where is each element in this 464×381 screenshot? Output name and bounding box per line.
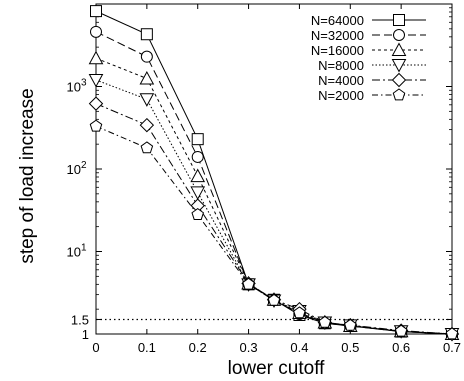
y-axis-label: step of load increase: [17, 88, 38, 263]
legend-marker: [391, 72, 407, 88]
y-tick-exponent: 3: [81, 78, 87, 89]
x-tick-label: 0.6: [392, 340, 410, 355]
x-tick-label: 0.3: [240, 340, 258, 355]
data-point: [191, 207, 205, 220]
legend-label: N=16000: [311, 43, 364, 58]
data-point: [191, 150, 204, 163]
data-point: [139, 93, 155, 107]
y-tick-label: 10: [67, 80, 81, 95]
data-point: [88, 96, 104, 111]
x-axis-label: lower cutoff: [228, 358, 326, 379]
legend-item: N=64000: [311, 13, 426, 28]
legend-marker: [393, 29, 405, 41]
legend-label: N=8000: [318, 58, 364, 73]
data-point: [190, 168, 206, 183]
legend-item: N=8000: [318, 58, 426, 73]
x-tick-label: 0.5: [341, 340, 359, 355]
y-tick-label: 10: [67, 162, 81, 177]
data-point: [343, 318, 357, 331]
data-point: [293, 306, 306, 319]
y-tick-label: 1: [82, 327, 89, 342]
legend-marker: [391, 59, 407, 73]
series-N=2000: [89, 119, 459, 340]
legend-item: N=4000: [318, 72, 426, 88]
legend-marker: [391, 42, 407, 56]
legend-label: N=4000: [318, 73, 364, 88]
legend-item: N=32000: [311, 28, 426, 43]
x-tick-label: 0: [92, 340, 99, 355]
y-tick-exponent: 1: [81, 243, 87, 254]
legend-label: N=64000: [311, 13, 364, 28]
x-tick-label: 0.4: [290, 340, 308, 355]
legend-marker: [392, 88, 406, 101]
series-line: [95, 79, 453, 335]
data-point: [139, 70, 155, 85]
legend-marker: [393, 14, 405, 26]
series-layer: [88, 5, 460, 342]
series-line: [95, 103, 453, 335]
y-tick-exponent: 2: [81, 160, 87, 171]
data-point: [140, 141, 154, 154]
data-point: [242, 277, 255, 290]
legend-item: N=16000: [311, 42, 426, 58]
series-line: [95, 31, 453, 335]
data-point: [318, 315, 332, 328]
y-tick-label: 10: [67, 245, 81, 260]
data-point: [267, 293, 281, 306]
data-point: [445, 327, 459, 340]
data-point: [394, 324, 408, 337]
series-line: [95, 57, 453, 335]
data-point: [89, 119, 103, 132]
data-point: [139, 117, 155, 133]
data-point: [140, 50, 153, 63]
data-point: [191, 133, 204, 146]
data-point: [190, 186, 206, 200]
data-point: [140, 28, 153, 41]
data-point: [88, 50, 104, 65]
data-point: [90, 25, 102, 38]
x-tick-label: 0.7: [443, 340, 461, 355]
x-tick-label: 0.2: [189, 340, 207, 355]
legend-item: N=2000: [318, 88, 426, 103]
x-tick-label: 0.1: [138, 340, 156, 355]
data-point: [90, 5, 102, 18]
y-tick-label: 1.5: [71, 312, 89, 327]
series-line: [95, 125, 453, 335]
legend-label: N=32000: [311, 28, 364, 43]
legend-label: N=2000: [318, 88, 364, 103]
data-point: [88, 73, 104, 88]
